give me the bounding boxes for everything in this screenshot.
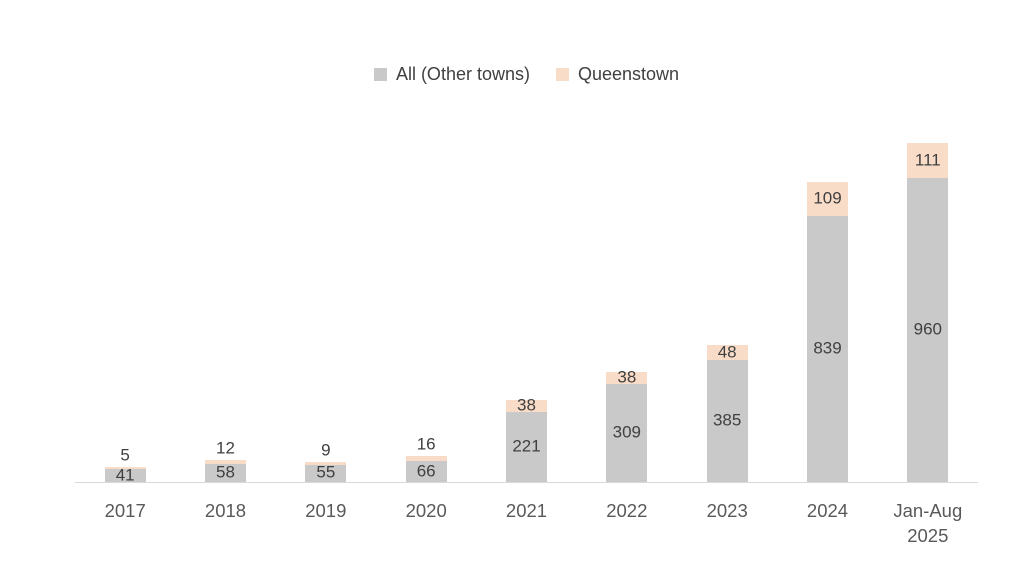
data-label-other-towns: 385	[712, 410, 742, 430]
bar-segment-queenstown	[305, 461, 347, 465]
data-label-other-towns: 309	[612, 422, 642, 442]
bar-segment-other-towns	[506, 412, 547, 482]
x-axis-tick-label: 2018	[204, 500, 247, 521]
legend-swatch-icon	[373, 68, 387, 81]
data-label-queenstown: 5	[120, 445, 130, 465]
bar-segment-queenstown	[706, 344, 748, 361]
data-label-other-towns: 55	[316, 462, 336, 482]
x-axis-tick-label: 2017	[104, 500, 146, 521]
data-label-other-towns: 41	[115, 465, 135, 485]
data-label-queenstown: 111	[914, 150, 941, 170]
legend-label: All (Other towns)	[395, 64, 530, 84]
x-axis-tick-label: 2022	[606, 500, 648, 521]
data-label-queenstown: 48	[717, 342, 737, 362]
bar-segment-queenstown	[907, 143, 949, 179]
chart-legend: All (Other towns) Queenstown	[75, 64, 978, 85]
data-label-queenstown: 16	[416, 434, 436, 454]
data-label-queenstown: 109	[813, 188, 842, 208]
data-label-queenstown: 38	[517, 395, 536, 415]
x-axis-line	[75, 482, 978, 483]
data-label-other-towns: 66	[416, 461, 436, 481]
bar-segment-other-towns	[807, 216, 848, 482]
x-axis-tick-label: 2021	[505, 500, 548, 521]
bar-segment-other-towns	[305, 464, 347, 482]
bar-segment-other-towns	[104, 469, 146, 482]
bar-segment-other-towns	[606, 384, 648, 482]
x-axis-tick-label: 2019	[305, 500, 347, 521]
bar-segment-other-towns	[205, 463, 246, 482]
bar-segment-other-towns	[405, 461, 447, 482]
bar-segment-queenstown	[506, 400, 547, 413]
data-label-other-towns: 960	[913, 319, 943, 339]
legend-item-queenstown: Queenstown	[555, 64, 680, 85]
bar-segment-queenstown	[405, 456, 447, 462]
legend-swatch-icon	[555, 68, 569, 81]
bar-segment-queenstown	[205, 459, 246, 464]
x-axis-tick-label: Jan-Aug 2025	[893, 500, 963, 546]
bar-segment-other-towns	[907, 178, 949, 482]
data-label-queenstown: 38	[617, 367, 637, 387]
x-axis-tick-label: 2020	[405, 500, 447, 521]
bar-segment-queenstown	[104, 467, 146, 470]
data-label-other-towns: 839	[813, 338, 842, 358]
x-axis-tick-label: 2023	[706, 500, 748, 521]
bar-segment-queenstown	[606, 372, 648, 385]
bar-segment-other-towns	[706, 360, 748, 482]
data-label-other-towns: 221	[512, 436, 541, 456]
bar-segment-queenstown	[807, 181, 848, 217]
legend-label: Queenstown	[577, 64, 680, 84]
x-axis-tick-label: 2024	[806, 500, 849, 521]
data-label-queenstown: 9	[321, 440, 331, 460]
data-label-queenstown: 12	[216, 438, 235, 458]
data-label-other-towns: 58	[216, 462, 235, 482]
legend-item-other-towns: All (Other towns)	[373, 64, 530, 85]
